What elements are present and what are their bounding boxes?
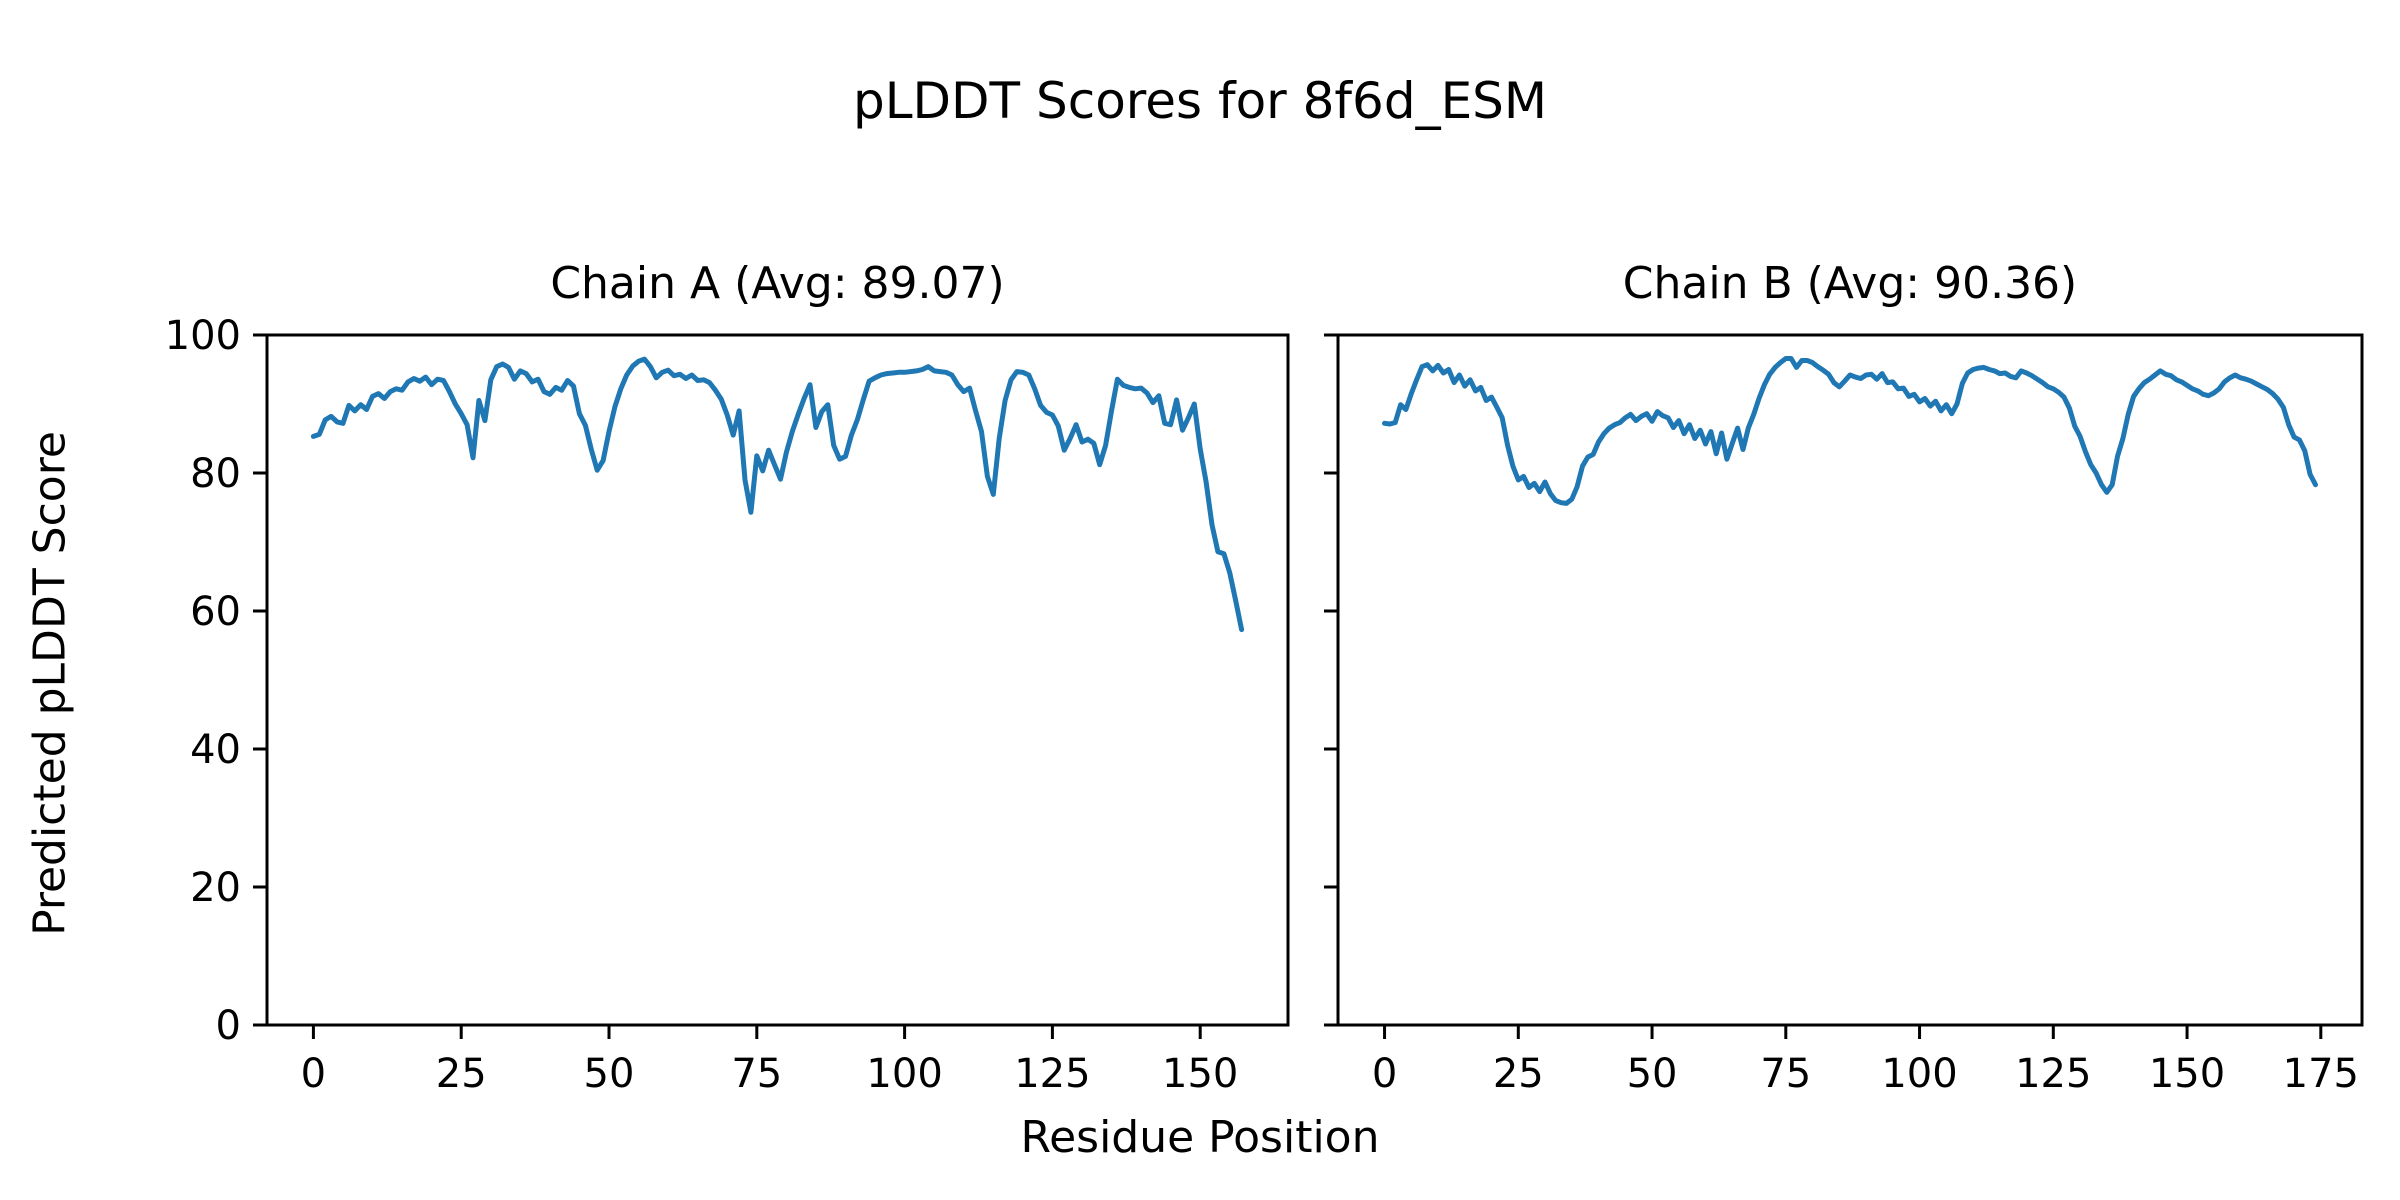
chain-b-title: Chain B (Avg: 90.36) <box>1622 258 2078 309</box>
figure-title: pLDDT Scores for 8f6d_ESM <box>852 72 1548 130</box>
y-tick-label: 60 <box>190 589 241 635</box>
y-axis-label: Predicted pLDDT Score <box>24 431 76 936</box>
x-tick-label: 0 <box>1372 1051 1397 1097</box>
x-tick-label: 75 <box>731 1051 782 1097</box>
x-tick-label: 100 <box>866 1051 942 1097</box>
x-tick-label: 0 <box>301 1051 326 1097</box>
y-tick-label: 20 <box>190 865 241 911</box>
x-tick-label: 25 <box>436 1051 487 1097</box>
x-tick-label: 150 <box>1162 1051 1238 1097</box>
x-tick-label: 125 <box>1014 1051 1090 1097</box>
y-tick-label: 100 <box>165 313 241 359</box>
axes-spines <box>265 333 1290 1027</box>
chain-a-title: Chain A (Avg: 89.07) <box>550 258 1005 309</box>
chain-b-plot: 0 25 50 75 100 125 150 175 <box>1324 333 2364 1097</box>
x-tick-label: 50 <box>584 1051 635 1097</box>
x-tick-label: 175 <box>2283 1051 2359 1097</box>
x-tick-label: 100 <box>1881 1051 1957 1097</box>
x-tick-label: 75 <box>1760 1051 1811 1097</box>
chain-b-line <box>1382 356 2318 506</box>
x-tick-label: 150 <box>2149 1051 2225 1097</box>
x-axis-label: Residue Position <box>1020 1112 1380 1163</box>
axes-spines <box>1336 333 2364 1027</box>
chain-a-line <box>310 356 1245 633</box>
y-tick-label: 80 <box>190 451 241 497</box>
x-tick-label: 125 <box>2015 1051 2091 1097</box>
x-tick-label: 50 <box>1627 1051 1678 1097</box>
chain-a-plot: 0 25 50 75 100 125 150 0 20 40 60 80 100 <box>165 313 1290 1097</box>
y-tick-label: 40 <box>190 727 241 773</box>
y-tick-label: 0 <box>216 1003 241 1049</box>
x-tick-label: 25 <box>1493 1051 1544 1097</box>
